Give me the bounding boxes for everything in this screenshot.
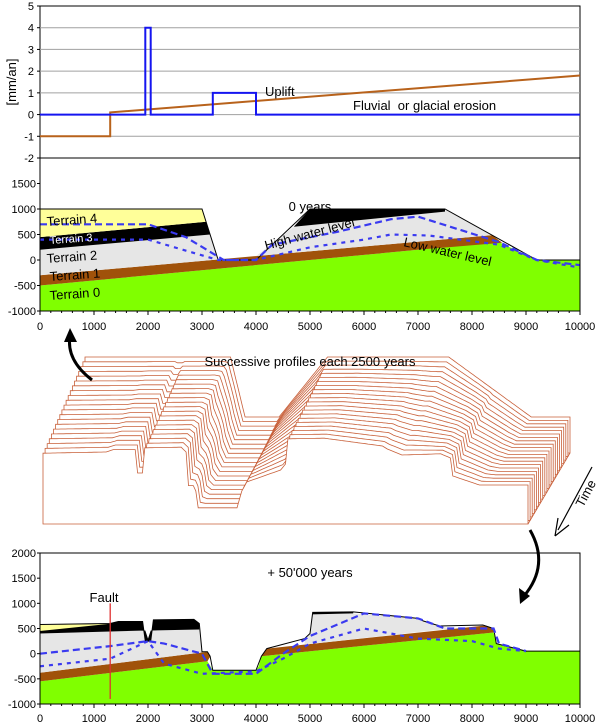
x-tick-label: 10000 <box>565 713 596 725</box>
x-tick-label: 6000 <box>352 713 376 725</box>
y-tick-label: 1000 <box>12 204 36 216</box>
series-uplift <box>40 74 581 138</box>
high-water-line <box>40 215 581 267</box>
y-tick-label: -1 <box>24 131 34 143</box>
time-arrowhead-icon <box>554 517 570 537</box>
layer-terrain-1 <box>40 235 503 286</box>
x-tick-label: 7000 <box>406 321 430 333</box>
arrowhead-up-icon <box>64 328 77 342</box>
x-tick-label: 8000 <box>460 321 484 333</box>
x-tick-label: 7000 <box>406 713 430 725</box>
y-tick-label: 0 <box>30 649 36 661</box>
x-tick-label: 0 <box>37 713 43 725</box>
curved-arrow-down <box>522 529 541 597</box>
layer-terrain-3 <box>293 209 445 227</box>
layer-terrain-1 <box>261 625 494 657</box>
erosion-label: Fluvial or glacial erosion <box>353 98 496 113</box>
x-tick-label: 8000 <box>460 713 484 725</box>
y-tick-label: 3 <box>28 44 34 56</box>
x-tick-label: 3000 <box>190 713 214 725</box>
y-tick-label: 0 <box>28 110 34 122</box>
y-tick-label: 1500 <box>12 573 36 585</box>
arrowhead-down-icon <box>519 588 530 604</box>
y-tick-label: -500 <box>14 281 36 293</box>
x-tick-label: 3000 <box>190 321 214 333</box>
x-tick-label: 0 <box>37 321 43 333</box>
fault-label: Fault <box>90 590 119 605</box>
x-tick-label: 4000 <box>244 321 268 333</box>
layer-terrain-4 <box>40 209 207 238</box>
uplift-label: Uplift <box>265 84 295 99</box>
layer-terrain-3 <box>40 221 211 250</box>
layer-terrain-2 <box>40 234 219 276</box>
chart-title-0-years: 0 years <box>289 199 332 214</box>
y-tick-label: 1500 <box>12 179 36 191</box>
y-tick-label: 1000 <box>12 598 36 610</box>
x-tick-label: 6000 <box>352 321 376 333</box>
profile-line <box>42 437 529 525</box>
y-tick-label: 500 <box>18 624 36 636</box>
surface-line <box>40 208 580 261</box>
x-tick-label: 1000 <box>82 321 106 333</box>
high-water-line <box>39 612 527 675</box>
y-tick-label: 4 <box>28 23 34 35</box>
y-tick-label: 2000 <box>12 548 36 560</box>
x-tick-label: 2000 <box>136 713 160 725</box>
y-tick-label: 5 <box>28 1 34 13</box>
x-tick-label: 1000 <box>82 713 106 725</box>
layer-terrain-2 <box>304 613 451 645</box>
terrain-0-label: Terrain 0 <box>49 285 101 303</box>
x-tick-label: 5000 <box>298 713 322 725</box>
layer-terrain-0 <box>40 242 580 311</box>
layer-terrain-2 <box>40 629 208 673</box>
rate-chart: 5 4 3 2 1 0 -1 -2 <box>24 1 581 165</box>
surface-line <box>39 611 580 671</box>
time-label: Time <box>572 477 599 509</box>
x-tick-label: 10000 <box>565 321 596 333</box>
low-water-line <box>40 233 581 269</box>
x-tick-label: 9000 <box>514 321 538 333</box>
y-tick-label: -500 <box>14 674 36 686</box>
terrain-3-label: Terrain 3 <box>49 232 93 247</box>
terrain-2-label: Terrain 2 <box>46 248 98 266</box>
terrain-4-label: Terrain 4 <box>46 211 98 229</box>
layer-terrain-1 <box>40 651 211 682</box>
time-arrow <box>557 466 593 531</box>
y-tick-label: 0 <box>30 255 36 267</box>
y-tick-label: -1000 <box>8 306 36 318</box>
y-tick-label: -2 <box>24 153 34 165</box>
x-tick-label: 5000 <box>298 321 322 333</box>
successive-profiles-3d <box>42 356 571 525</box>
chart-title-50000-years: + 50'000 years <box>267 565 353 580</box>
y-axis-label: [mm/an] <box>4 59 19 106</box>
y-tick-label: 1 <box>28 88 34 100</box>
x-tick-label: 9000 <box>514 713 538 725</box>
y-tick-label: 500 <box>18 230 36 242</box>
terrain-1-label: Terrain 1 <box>49 266 101 284</box>
stack-side-edge <box>527 452 571 525</box>
layer-terrain-0 <box>40 632 580 704</box>
x-tick-label: 2000 <box>136 321 160 333</box>
y-tick-label: 2 <box>28 66 34 78</box>
successive-profiles-label: Successive profiles each 2500 years <box>204 354 416 369</box>
low-water-line <box>39 627 527 675</box>
x-tick-label: 4000 <box>244 713 268 725</box>
series-fluvial <box>40 26 580 116</box>
layer-terrain-4 <box>40 623 111 631</box>
y-tick-label: -1000 <box>8 699 36 711</box>
